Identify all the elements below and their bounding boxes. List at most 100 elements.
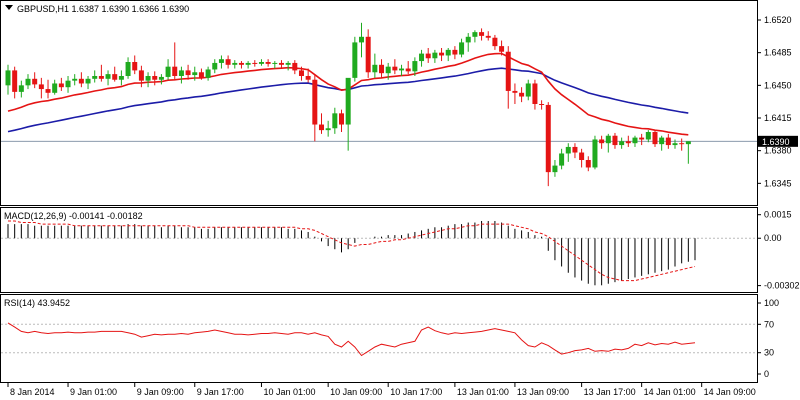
- candle-body: [372, 64, 378, 73]
- candle-body: [72, 78, 78, 81]
- candle-body: [85, 78, 91, 84]
- candle-body: [45, 89, 51, 93]
- candle-body: [632, 137, 638, 144]
- candle-body: [325, 128, 331, 131]
- macd-signal-line: [8, 220, 696, 282]
- rsi-pane-title: RSI(14) 43.9452: [4, 298, 70, 308]
- candle-body: [118, 76, 124, 80]
- candle-body: [519, 92, 525, 97]
- candle-body: [359, 36, 365, 43]
- time-tick-label: 14 Jan 01:00: [644, 387, 696, 397]
- candle-body: [532, 83, 538, 104]
- price-axis: 1.6520 1.6485 1.6450 1.6415 1.6380 1.6345: [757, 15, 792, 188]
- candle-body: [318, 124, 324, 131]
- time-tick-label: 13 Jan 01:00: [457, 387, 509, 397]
- candle-body: [432, 52, 438, 59]
- candle-body: [298, 70, 304, 76]
- candle-body: [65, 80, 71, 88]
- candle-body: [105, 74, 111, 79]
- price-tick-label: 1.6415: [764, 113, 792, 123]
- candle-body: [539, 104, 545, 105]
- candle-body: [332, 113, 338, 129]
- time-tick-label: 9 Jan 17:00: [197, 387, 244, 397]
- candle-body: [505, 51, 511, 91]
- candle-body: [672, 143, 678, 146]
- candle-body: [165, 66, 171, 77]
- candle-body: [352, 42, 358, 78]
- candle-body: [212, 62, 218, 70]
- candle-body: [285, 62, 291, 65]
- candle-body: [218, 59, 224, 63]
- candle-body: [412, 61, 418, 72]
- candle-body: [552, 165, 558, 173]
- candle-body: [525, 83, 531, 97]
- candle-body: [58, 83, 64, 88]
- candle-body: [559, 153, 565, 166]
- candle-body: [265, 62, 271, 64]
- candle-body: [232, 62, 238, 65]
- candle-body: [485, 35, 491, 38]
- rsi-line: [7, 322, 696, 357]
- candle-body: [365, 36, 371, 73]
- candle-body: [178, 70, 184, 76]
- candle-body: [172, 66, 178, 76]
- price-pane-title: GBPUSD,H1 1.6387 1.6390 1.6366 1.6390: [17, 4, 189, 14]
- macd-axis: 0.0015 0.00 -0.00302: [757, 210, 800, 291]
- candle-body: [125, 62, 131, 76]
- candle-body: [479, 32, 485, 36]
- price-tick-label: 1.6485: [764, 48, 792, 58]
- candle-body: [545, 104, 551, 173]
- rsi-tick-label: 100: [764, 298, 779, 308]
- time-tick-label: 14 Jan 09:00: [704, 387, 756, 397]
- candle-body: [225, 59, 231, 65]
- price-tick-label: 1.6520: [764, 15, 792, 25]
- candle-body: [492, 37, 498, 47]
- candle-body: [238, 62, 244, 65]
- candle-body: [78, 78, 84, 84]
- last-price-marker: [758, 135, 798, 147]
- candle-body: [619, 141, 625, 146]
- candle-body: [339, 113, 344, 125]
- candle-body: [272, 62, 278, 64]
- macd-tick-label: -0.00302: [764, 281, 800, 291]
- candle-body: [158, 76, 164, 80]
- candle-body: [499, 46, 505, 52]
- macd-pane-frame: [0, 207, 758, 293]
- candle-body: [685, 141, 691, 145]
- candle-body: [599, 139, 605, 144]
- candle-body: [292, 62, 298, 71]
- time-tick-label: 8 Jan 2014: [10, 387, 55, 397]
- last-price-label: 1.6390: [762, 137, 790, 147]
- candle-body: [252, 62, 258, 64]
- candle-body: [585, 160, 591, 168]
- candle-body: [452, 49, 458, 55]
- price-tick-label: 1.6380: [764, 146, 792, 156]
- price-pane-frame: [0, 0, 758, 206]
- candle-body: [592, 139, 598, 168]
- candle-body: [112, 74, 118, 80]
- time-tick-label: 10 Jan 09:00: [330, 387, 382, 397]
- candle-body: [659, 137, 665, 145]
- rsi-axis: 100 70 30 0: [757, 298, 779, 379]
- candle-body: [472, 32, 478, 37]
- symbol-dropdown-arrow-icon[interactable]: [5, 5, 13, 10]
- rsi-series: [1, 322, 757, 357]
- candle-body: [245, 62, 251, 65]
- macd-pane-title: MACD(12,26,9) -0.00141 -0.00182: [4, 211, 143, 221]
- candle-body: [32, 78, 38, 85]
- candle-body: [679, 143, 685, 145]
- candle-body: [439, 52, 445, 56]
- candle-body: [38, 84, 44, 90]
- candle-body: [639, 137, 645, 140]
- price-tick-label: 1.6450: [764, 80, 792, 90]
- candle-body: [665, 137, 671, 146]
- time-tick-label: 13 Jan 17:00: [584, 387, 636, 397]
- macd-tick-label: 0.00: [764, 233, 782, 243]
- candle-body: [185, 70, 191, 76]
- candle-body: [305, 76, 311, 80]
- candle-body: [278, 62, 284, 65]
- time-axis: 8 Jan 2014 9 Jan 01:00 9 Jan 09:00 9 Jan 17…: [7, 383, 756, 397]
- macd-tick-label: 0.0015: [764, 210, 792, 220]
- candle-body: [138, 70, 144, 81]
- candle-body: [25, 78, 31, 86]
